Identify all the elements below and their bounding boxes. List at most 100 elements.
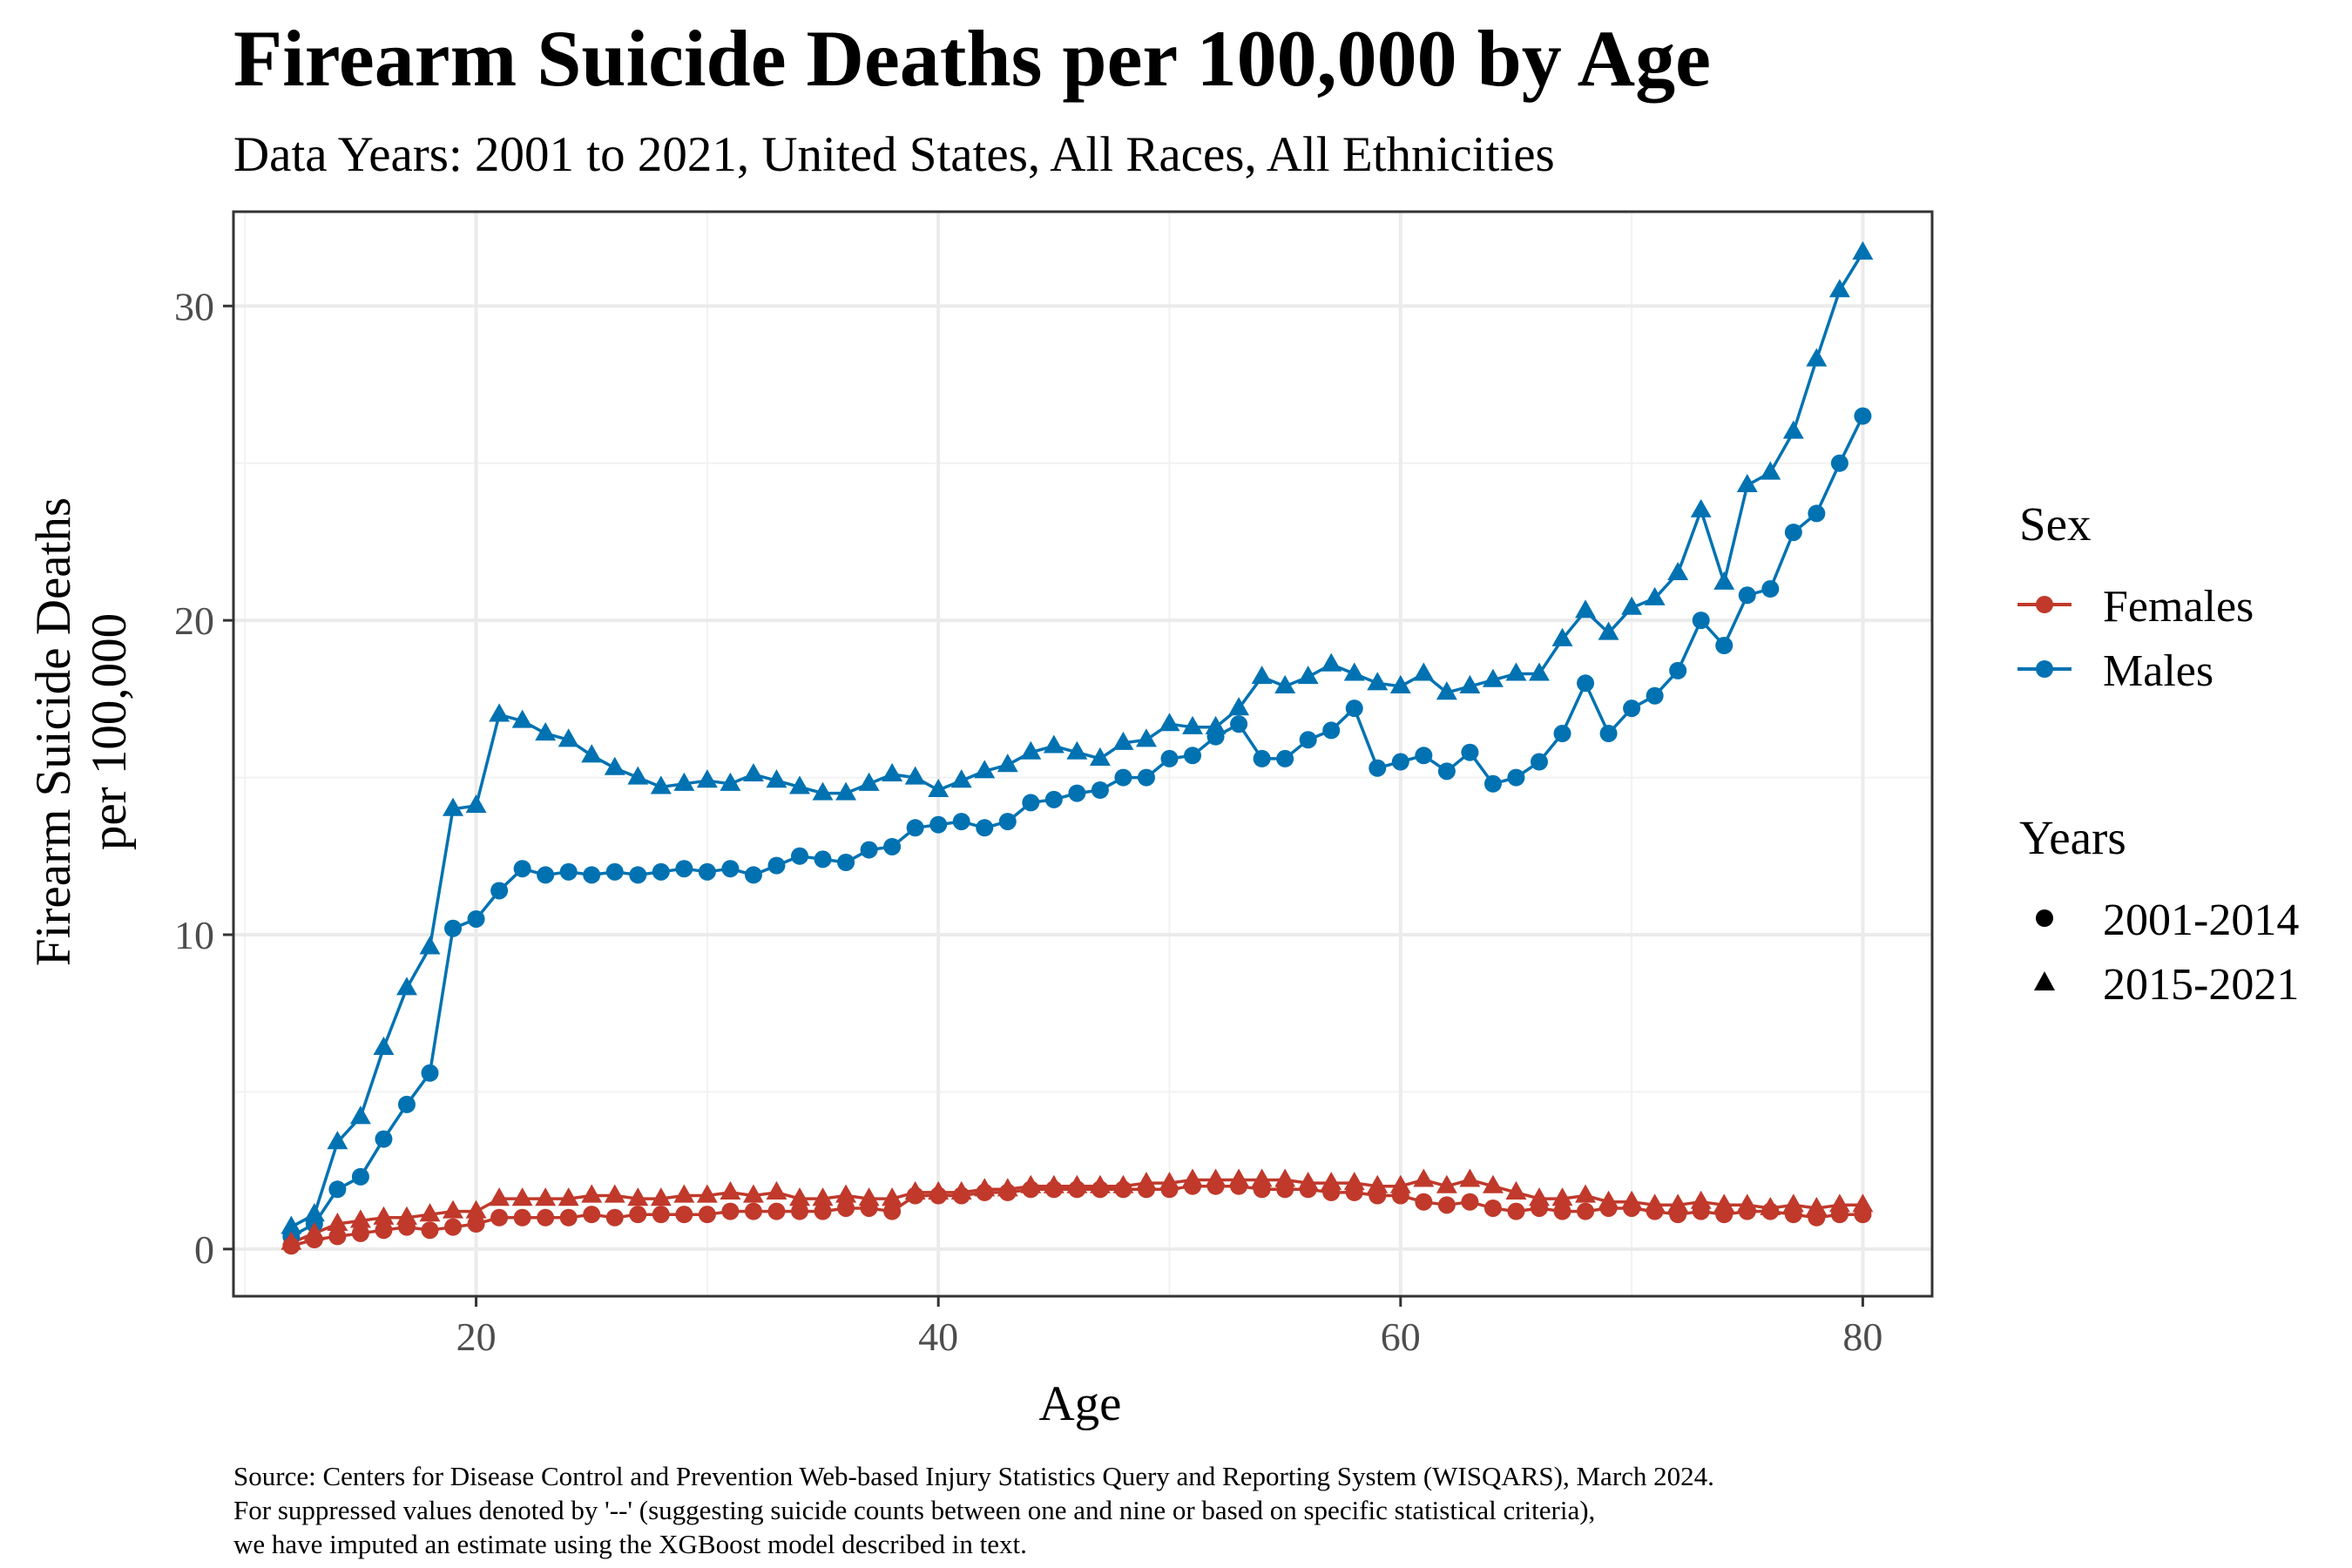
data-point-triangle-males-2015-2021 [650,775,672,794]
data-point-triangle-males-2015-2021 [882,762,903,782]
data-point-triangle-males-2015-2021 [950,769,972,788]
data-point-triangle-males-2015-2021 [1828,279,1850,298]
data-point-triangle-females-2015-2021 [604,1184,625,1203]
data-point-triangle-males-2015-2021 [789,775,810,794]
data-point-triangle-females-2015-2021 [742,1184,764,1203]
legend-item-males: Males [2017,646,2213,696]
data-point-circle-females-2001-2014 [1830,1206,1848,1224]
data-point-circle-females-2001-2014 [421,1221,439,1240]
data-point-triangle-males-2015-2021 [604,756,625,775]
data-point-circle-females-2001-2014 [1206,1177,1225,1195]
data-point-circle-males-2001-2014 [791,847,808,865]
data-point-circle-males-2001-2014 [1484,774,1502,793]
data-point-circle-females-2001-2014 [1623,1199,1641,1217]
data-point-triangle-females-2015-2021 [396,1206,417,1225]
data-point-circle-males-2001-2014 [1230,715,1248,733]
data-point-triangle-females-2015-2021 [650,1187,672,1206]
data-point-circle-males-2001-2014 [1391,753,1409,771]
y-tick-label: 10 [174,913,214,957]
legend: Sex Females Males Years 2001-2014 2015-2… [2017,497,2299,1010]
data-point-circle-females-2001-2014 [837,1199,855,1217]
data-point-triangle-females-2015-2021 [443,1200,464,1219]
x-tick-label: 80 [1842,1315,1882,1359]
data-point-triangle-females-2015-2021 [720,1180,741,1200]
data-point-triangle-males-2015-2021 [558,728,579,747]
data-point-circle-females-2001-2014 [1761,1202,1780,1220]
x-tick-label: 40 [918,1315,958,1359]
data-point-circle-males-2001-2014 [1114,768,1132,787]
data-point-triangle-males-2015-2021 [742,762,764,782]
grid-lines [233,212,1932,1296]
data-point-triangle-females-2015-2021 [581,1184,603,1203]
data-point-circle-males-2001-2014 [351,1167,369,1186]
data-point-triangle-males-2015-2021 [1667,562,1689,581]
data-point-circle-males-2001-2014 [328,1180,347,1199]
data-point-circle-females-2001-2014 [444,1218,463,1236]
data-point-circle-males-2001-2014 [1044,790,1063,808]
data-point-circle-males-2001-2014 [559,862,578,881]
data-point-triangle-males-2015-2021 [1297,666,1319,685]
data-point-triangle-males-2015-2021 [1505,662,1527,681]
data-point-circle-females-2001-2014 [1530,1199,1548,1217]
data-point-circle-males-2001-2014 [467,909,485,928]
data-point-circle-males-2001-2014 [1530,753,1548,771]
data-point-circle-females-2001-2014 [559,1208,578,1227]
data-point-triangle-males-2015-2021 [303,1203,325,1222]
data-point-circle-males-2001-2014 [929,815,948,834]
data-point-triangle-females-2015-2021 [327,1213,348,1232]
data-point-circle-males-2001-2014 [675,860,693,878]
data-point-circle-males-2001-2014 [1577,674,1595,693]
data-point-circle-males-2001-2014 [1206,727,1225,746]
data-point-circle-females-2001-2014 [883,1202,902,1220]
data-point-circle-males-2001-2014 [976,819,994,837]
data-point-circle-males-2001-2014 [698,862,716,881]
data-point-circle-males-2001-2014 [1137,768,1155,787]
data-point-circle-males-2001-2014 [1415,747,1433,765]
triangle-icon [2034,971,2055,990]
data-point-circle-females-2001-2014 [1391,1186,1409,1205]
data-point-triangle-males-2015-2021 [1436,681,1457,700]
series-points [280,240,1874,1255]
data-point-triangle-females-2015-2021 [419,1203,441,1222]
data-point-circle-males-2001-2014 [1715,637,1734,654]
data-point-circle-males-2001-2014 [1623,700,1641,718]
caption-line-2: For suppressed values denoted by '--' (s… [233,1495,1595,1525]
data-point-circle-females-2001-2014 [1276,1180,1294,1199]
data-point-circle-males-2001-2014 [837,854,855,871]
data-point-triangle-males-2015-2021 [1020,740,1042,760]
data-point-circle-males-2001-2014 [1184,747,1202,765]
data-point-triangle-females-2015-2021 [696,1184,718,1203]
legend-females-label: Females [2103,582,2254,632]
x-axis-title: Age [1039,1376,1122,1431]
data-point-triangle-males-2015-2021 [627,766,649,785]
data-point-circle-males-2001-2014 [1553,725,1571,743]
data-point-triangle-males-2015-2021 [1551,627,1573,646]
data-point-circle-females-2001-2014 [652,1206,670,1224]
data-point-circle-males-2001-2014 [1669,661,1687,679]
data-point-circle-males-2001-2014 [767,856,786,875]
data-point-triangle-females-2015-2021 [835,1184,857,1203]
data-point-circle-females-2001-2014 [998,1183,1017,1201]
caption-line-3: we have imputed an estimate using the XG… [233,1529,1027,1559]
data-point-triangle-males-2015-2021 [1251,666,1273,685]
data-point-circle-females-2001-2014 [1599,1199,1618,1217]
data-point-triangle-males-2015-2021 [1760,461,1781,480]
data-point-circle-females-2001-2014 [605,1208,624,1227]
data-point-triangle-females-2015-2021 [789,1187,810,1206]
data-point-circle-females-2001-2014 [767,1202,786,1220]
data-point-triangle-males-2015-2021 [1782,420,1804,439]
data-point-circle-females-2001-2014 [976,1183,994,1201]
data-point-circle-males-2001-2014 [1068,784,1086,802]
data-point-circle-females-2001-2014 [1808,1208,1826,1227]
data-point-triangle-males-2015-2021 [1690,498,1712,517]
data-point-circle-males-2001-2014 [1322,721,1341,740]
legend-item-2015-2021: 2015-2021 [2034,960,2299,1010]
data-point-circle-females-2001-2014 [1415,1193,1433,1211]
data-point-triangle-males-2015-2021 [720,772,741,791]
legend-years-title: Years [2019,811,2126,864]
circle-icon [2036,909,2053,927]
data-point-circle-females-2001-2014 [1577,1202,1595,1220]
data-point-circle-females-2001-2014 [1114,1180,1132,1199]
data-point-circle-females-2001-2014 [1091,1180,1109,1199]
